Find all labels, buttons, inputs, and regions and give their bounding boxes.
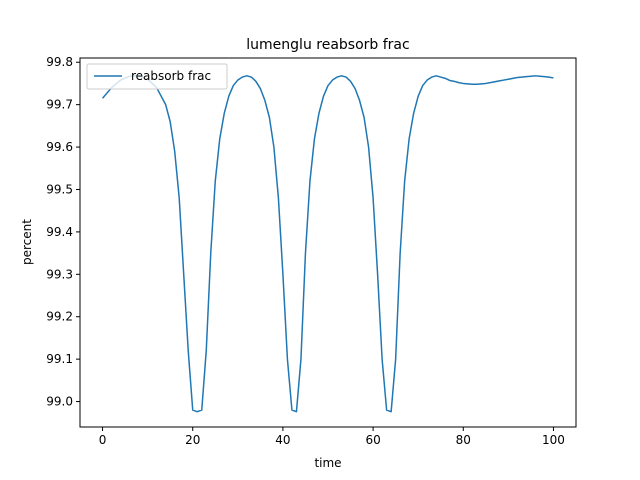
- x-axis-label: time: [314, 456, 341, 470]
- axes-frame: [79, 57, 577, 428]
- y-tick-label: 99.7: [46, 98, 73, 112]
- y-tick-label: 99.2: [46, 310, 73, 324]
- chart-title: lumenglu reabsorb frac: [246, 37, 409, 53]
- y-axis-ticks: 99.0 99.1 99.2 99.3 99.4 99.5 99.6 99.7 99.8: [46, 55, 80, 409]
- y-tick-label: 99.1: [46, 352, 73, 366]
- legend-label: reabsorb frac: [131, 69, 211, 83]
- x-tick-label: 40: [275, 433, 290, 447]
- y-tick-label: 99.5: [46, 182, 73, 196]
- legend: reabsorb frac: [86, 63, 228, 90]
- x-tick-label: 20: [185, 433, 200, 447]
- y-tick-label: 99.3: [46, 267, 73, 281]
- y-axis-label: percent: [20, 219, 34, 265]
- series-line-0: [101, 75, 554, 413]
- legend-box: [86, 63, 228, 90]
- y-tick-label: 99.8: [46, 55, 73, 69]
- y-tick-label: 99.0: [46, 395, 73, 409]
- y-tick-label: 99.6: [46, 140, 73, 154]
- y-tick-label: 99.4: [46, 225, 73, 239]
- x-axis-ticks: 0 20 40 60 80 100: [99, 427, 565, 447]
- x-tick-label: 100: [542, 433, 565, 447]
- x-tick-label: 0: [99, 433, 107, 447]
- x-tick-label: 60: [365, 433, 380, 447]
- x-tick-label: 80: [456, 433, 471, 447]
- plot-area: [101, 75, 554, 413]
